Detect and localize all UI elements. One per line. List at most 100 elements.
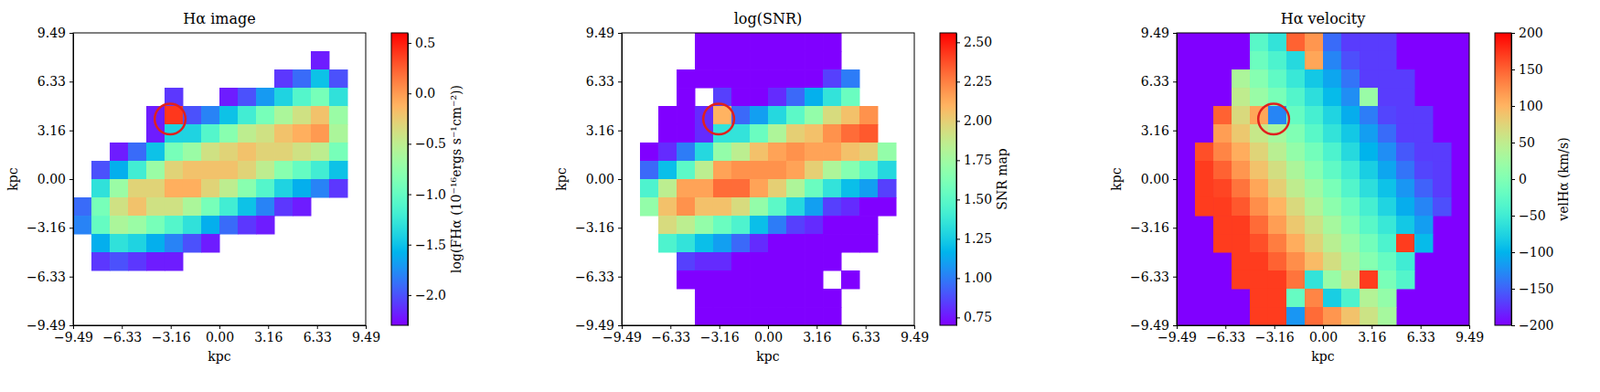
heatmap-cell <box>256 179 275 198</box>
heatmap-cell <box>768 270 787 289</box>
colorbar-tick-label: −50 <box>1518 208 1547 224</box>
heatmap-cell <box>731 197 751 217</box>
x-axis: −9.49−6.33−3.160.003.166.339.49 <box>53 325 381 345</box>
heatmap-cell <box>1396 252 1415 271</box>
heatmap-cell <box>1341 160 1361 180</box>
colorbar-tick-label: 0 <box>1518 171 1527 187</box>
heatmap-cell <box>1304 307 1323 326</box>
heatmap-cell <box>859 106 878 125</box>
colorbar-tick: −200 <box>1511 318 1554 333</box>
heatmap-cell <box>1414 179 1433 198</box>
heatmap-cell <box>274 87 293 107</box>
colorbar-tick-label: 2.50 <box>963 34 992 50</box>
heatmap-cell <box>1286 197 1306 217</box>
colorbar-axis: −200−150−100−50050100150200 <box>1511 25 1554 333</box>
heatmap-cell <box>1286 179 1306 198</box>
heatmap-cell <box>859 124 878 143</box>
heatmap-cell <box>694 215 714 235</box>
x-axis-title: kpc <box>207 349 231 364</box>
heatmap-cell <box>109 215 128 235</box>
heatmap-cell <box>164 215 183 235</box>
heatmap-cell <box>676 106 695 125</box>
heatmap-cell <box>109 197 128 217</box>
x-tick-label: 0.00 <box>1309 330 1338 345</box>
y-tick-mark <box>69 179 74 181</box>
x-tick-label: 3.16 <box>254 330 283 345</box>
heatmap-cell <box>1377 124 1397 143</box>
y-axis-line <box>1176 33 1178 327</box>
x-tick-mark <box>621 325 623 330</box>
heatmap-cell <box>1341 197 1361 217</box>
heatmap-cell <box>182 234 203 253</box>
heatmap-cell <box>822 160 842 180</box>
heatmap-cell <box>1304 160 1323 180</box>
heatmap-cell <box>1432 142 1452 162</box>
heatmap-cell <box>164 252 183 271</box>
colorbar-tick: −1.0 <box>407 187 447 203</box>
heatmap-cell <box>859 142 878 162</box>
colorbar-tick-mark <box>407 143 412 145</box>
heatmap-cell <box>822 252 842 271</box>
heatmap-cell <box>768 69 787 88</box>
heatmap-cell <box>1304 51 1323 71</box>
x-tick-mark <box>73 325 75 330</box>
heatmap-cell <box>1377 197 1397 217</box>
heatmap-cell <box>1359 87 1378 107</box>
heatmap-cell <box>1359 69 1378 88</box>
heatmap-cell <box>804 106 823 125</box>
heatmap-cell <box>749 252 768 271</box>
heatmap-cell <box>1359 307 1378 326</box>
heatmap-cell <box>822 215 842 235</box>
heatmap-cell <box>1286 51 1306 71</box>
y-tick-mark <box>618 277 622 278</box>
y-tick-mark <box>69 130 74 132</box>
colorbar-tick-label: 200 <box>1518 25 1544 41</box>
heatmap-cell <box>877 197 897 217</box>
heatmap-cell <box>822 87 842 107</box>
heatmap-cell <box>310 87 330 107</box>
heatmap-cell <box>768 142 787 162</box>
heatmap-cell <box>91 179 111 198</box>
heatmap-cell <box>694 270 714 289</box>
panel: −9.49−6.33−3.160.003.166.339.49−9.49−6.3… <box>5 10 464 364</box>
heatmap-cell <box>1341 270 1361 289</box>
heatmap-cell <box>1322 69 1342 88</box>
heatmap-cell <box>676 87 695 107</box>
heatmap-cell <box>786 51 806 71</box>
heatmap-cell <box>1396 197 1415 217</box>
y-tick-mark <box>618 179 622 181</box>
region-circle <box>1258 103 1290 135</box>
heatmap-cell <box>219 197 238 217</box>
heatmap-cell <box>146 197 165 217</box>
heatmap-cell <box>731 307 751 326</box>
heatmap-cell <box>713 142 732 162</box>
heatmap-cell <box>1304 32 1323 52</box>
colorbar-tick-label: 1.00 <box>963 270 992 286</box>
y-tick-label: 6.33 <box>37 74 66 89</box>
x-tick: 9.49 <box>352 325 381 345</box>
heatmap-cell <box>1341 32 1361 52</box>
heatmap-cell <box>676 234 695 253</box>
colorbar-title: SNR map <box>994 148 1010 210</box>
colorbar-tick-mark <box>1511 215 1515 217</box>
x-tick: 6.33 <box>1407 325 1436 345</box>
heatmap-cell <box>676 197 695 217</box>
heatmap-cell <box>786 179 806 198</box>
heatmap-cell <box>1286 234 1306 253</box>
heatmap-cell <box>109 179 128 198</box>
colorbar-tick-label: 1.75 <box>963 152 992 168</box>
heatmap-cell <box>201 106 220 125</box>
heatmap-cell <box>329 124 349 143</box>
x-tick-label: 0.00 <box>754 330 783 345</box>
y-tick-mark <box>69 325 74 327</box>
heatmap-cell <box>1231 215 1250 235</box>
heatmap-cell <box>1304 124 1323 143</box>
heatmap-cell <box>676 215 695 235</box>
y-tick: −6.33 <box>575 269 622 285</box>
y-tick: −9.49 <box>26 318 74 333</box>
heatmap-cell <box>731 124 751 143</box>
heatmap-cell <box>1231 69 1250 88</box>
y-tick-mark <box>69 81 74 83</box>
heatmap-cell <box>1213 124 1232 143</box>
x-tick-label: 6.33 <box>303 330 332 345</box>
